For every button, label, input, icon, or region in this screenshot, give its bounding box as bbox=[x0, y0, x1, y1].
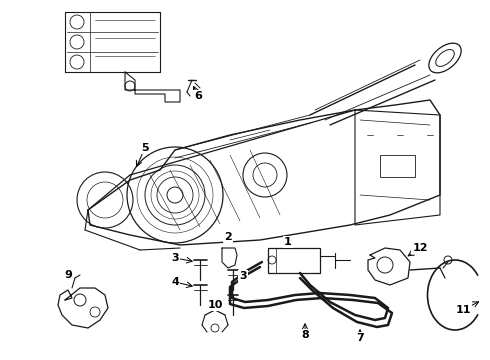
Text: 2: 2 bbox=[224, 232, 232, 242]
Text: 12: 12 bbox=[412, 243, 428, 253]
Text: 3: 3 bbox=[239, 271, 247, 281]
Text: 9: 9 bbox=[64, 270, 72, 280]
Bar bbox=[380, 155, 415, 177]
Text: 6: 6 bbox=[194, 91, 202, 101]
Text: 3: 3 bbox=[171, 253, 179, 263]
Bar bbox=[268, 248, 320, 273]
Text: 5: 5 bbox=[141, 143, 149, 153]
Text: 7: 7 bbox=[356, 333, 364, 343]
Text: 10: 10 bbox=[207, 300, 222, 310]
Text: 11: 11 bbox=[455, 305, 471, 315]
Text: 8: 8 bbox=[301, 330, 309, 340]
Text: 4: 4 bbox=[171, 277, 179, 287]
Text: 1: 1 bbox=[284, 237, 292, 247]
